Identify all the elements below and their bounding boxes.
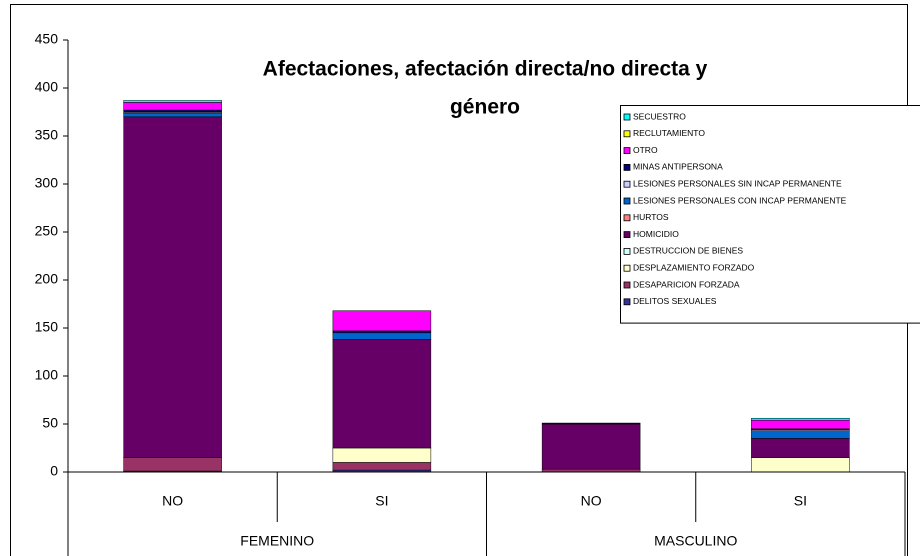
legend-swatch: [623, 281, 631, 289]
legend-label: DESTRUCCION DE BIENES: [633, 246, 743, 256]
bar-segment: [541, 423, 641, 470]
legend-swatch: [623, 298, 631, 306]
legend-swatch: [623, 113, 631, 121]
y-tick-label: 150: [35, 319, 59, 335]
legend-label: LESIONES PERSONALES CON INCAP PERMANENTE: [633, 195, 847, 205]
y-tick-label: 50: [42, 415, 58, 431]
legend-label: MINAS ANTIPERSONA: [633, 162, 723, 172]
bar-segment: [123, 112, 222, 118]
legend-label: LESIONES PERSONALES SIN INCAP PERMANENTE: [633, 178, 842, 188]
legend-label: DESAPARICION FORZADA: [633, 279, 740, 289]
legend-swatch: [623, 147, 631, 155]
bar-segment: [332, 462, 432, 471]
x-tick-label: SI: [375, 493, 388, 509]
legend-swatch: [623, 247, 631, 255]
x-tick-label: NO: [162, 493, 183, 509]
bar-segment: [751, 417, 850, 421]
bar-segment: [332, 330, 432, 334]
bar-segment: [751, 457, 850, 473]
chart-title: género: [450, 96, 520, 119]
y-tick-label: 300: [35, 175, 59, 191]
bar-segment: [751, 438, 850, 458]
group-label: MASCULINO: [654, 533, 737, 549]
legend-label: DELITOS SEXUALES: [633, 296, 717, 306]
y-tick-label: 350: [35, 127, 59, 143]
y-tick-label: 450: [35, 31, 59, 47]
bar-segment: [123, 457, 222, 472]
x-tick-label: NO: [581, 493, 602, 509]
bar-segment: [123, 100, 222, 103]
y-tick-label: 0: [50, 463, 58, 479]
legend-swatch: [623, 180, 631, 188]
y-tick-label: 200: [35, 271, 59, 287]
x-tick-label: SI: [794, 493, 807, 509]
legend-label: DESPLAZAMIENTO FORZADO: [633, 262, 755, 272]
legend-label: RECLUTAMIENTO: [633, 128, 705, 138]
legend-swatch: [623, 231, 631, 239]
bar-segment: [751, 419, 850, 430]
y-tick-label: 400: [35, 79, 59, 95]
legend-swatch: [623, 130, 631, 138]
legend-label: HOMICIDIO: [633, 229, 679, 239]
bar-segment: [332, 310, 432, 332]
legend-label: SECUESTRO: [633, 111, 686, 121]
legend-box: [620, 105, 920, 324]
bar-segment: [541, 422, 641, 425]
chart-title: Afectaciones, afectación directa/no dire…: [263, 58, 708, 81]
legend-swatch: [623, 214, 631, 222]
bar-segment: [751, 430, 850, 439]
bar-segment: [123, 109, 222, 113]
legend-label: OTRO: [633, 145, 658, 155]
legend-swatch: [623, 197, 631, 205]
legend-label: HURTOS: [633, 212, 669, 222]
legend-swatch: [623, 264, 631, 272]
group-label: FEMENINO: [240, 533, 314, 549]
y-tick-label: 250: [35, 223, 59, 239]
bar-segment: [123, 102, 222, 111]
bar-segment: [332, 339, 432, 449]
legend-swatch: [623, 163, 631, 171]
bar-segment: [332, 332, 432, 340]
y-tick-label: 100: [35, 367, 59, 383]
bar-segment: [123, 116, 222, 458]
bar-segment: [332, 447, 432, 463]
